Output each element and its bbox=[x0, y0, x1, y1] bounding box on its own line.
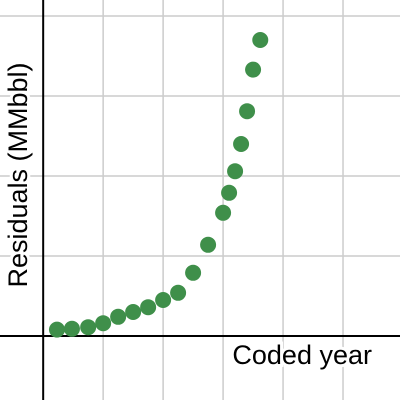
point bbox=[185, 264, 202, 281]
point bbox=[48, 321, 65, 338]
point bbox=[252, 32, 269, 48]
point bbox=[245, 61, 262, 78]
point bbox=[215, 204, 232, 221]
point bbox=[200, 236, 217, 253]
point bbox=[155, 292, 172, 308]
point bbox=[221, 184, 238, 201]
point bbox=[95, 315, 112, 332]
point bbox=[110, 308, 127, 325]
point bbox=[233, 136, 250, 152]
y-axis-label: Residuals (MMbbl) bbox=[3, 62, 33, 287]
point bbox=[239, 103, 256, 120]
x-axis-label: Coded year bbox=[232, 340, 372, 370]
point bbox=[227, 163, 244, 180]
point bbox=[170, 284, 187, 301]
point bbox=[80, 319, 97, 336]
point bbox=[63, 320, 80, 337]
point bbox=[125, 304, 142, 320]
point bbox=[140, 299, 157, 316]
